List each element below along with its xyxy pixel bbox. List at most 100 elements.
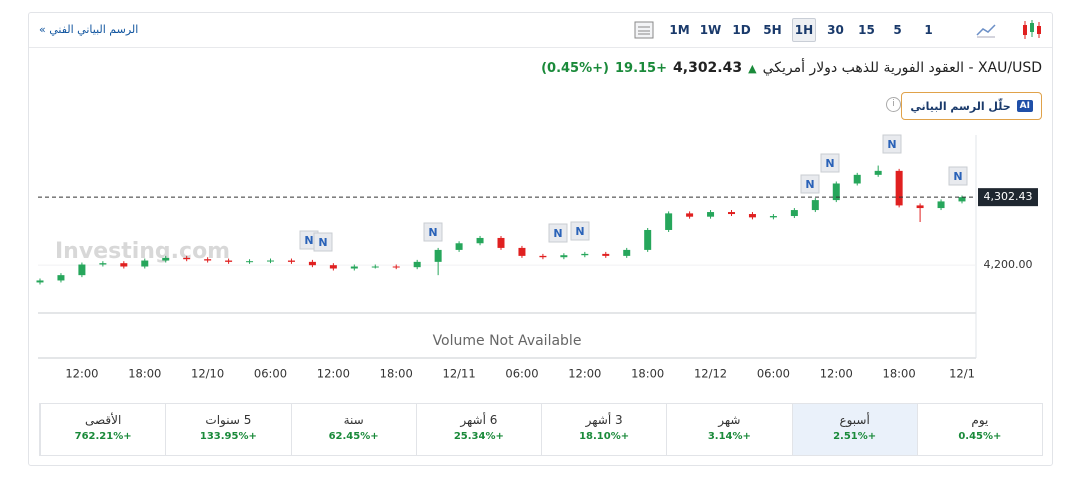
news-marker-box: [548, 223, 568, 243]
candle-body: [246, 261, 254, 263]
interval-button[interactable]: 1M: [669, 23, 690, 37]
news-marker-box: [820, 153, 840, 173]
candle-body: [748, 214, 756, 218]
candle-body: [518, 247, 526, 256]
news-marker: N: [825, 157, 834, 170]
candle-body: [602, 253, 610, 256]
interval-button[interactable]: 30: [827, 23, 844, 37]
performance-cell[interactable]: 5 سنوات +133.95%: [165, 404, 290, 455]
performance-cell[interactable]: 6 أشهر +25.34%: [415, 404, 541, 455]
performance-cell[interactable]: سنة +62.45%: [290, 404, 416, 455]
candle-body: [623, 249, 631, 256]
news-marker: N: [887, 138, 896, 151]
period-label: الأقصى: [84, 413, 122, 427]
candle-body: [162, 257, 170, 261]
candle-body: [267, 260, 274, 262]
interval-button[interactable]: 5: [893, 23, 902, 37]
candle-body: [78, 264, 86, 276]
x-tick-label: 18:00: [883, 367, 916, 381]
candle-body: [57, 275, 65, 281]
x-tick-label: 18:00: [128, 367, 161, 381]
ai-analyze-button[interactable]: AI حلّل الرسم البياني: [901, 92, 1042, 120]
performance-cell[interactable]: شهر +3.14%: [666, 404, 791, 455]
candle-body: [539, 255, 547, 258]
period-change: +0.45%: [958, 431, 1002, 442]
quote-header: XAU/USD - العقود الفورية للذهب دولار أمر…: [541, 60, 1042, 76]
news-marker-box: [570, 221, 590, 241]
candle-body: [497, 237, 505, 248]
period-label: سنة: [343, 413, 364, 427]
price-chart: Investing.com Volume Not Available 4,200.0…: [36, 134, 1038, 381]
candle-body: [811, 200, 819, 211]
news-marker: N: [575, 225, 584, 238]
period-change: +25.34%: [453, 431, 504, 442]
period-change: +2.51%: [833, 431, 877, 442]
candle-body: [707, 212, 715, 217]
news-marker-box: [423, 222, 443, 242]
performance-cell[interactable]: 3 أشهر +18.10%: [541, 404, 666, 455]
interval-button[interactable]: 1W: [699, 23, 722, 37]
up-arrow: ▲: [748, 62, 757, 75]
x-tick-label: 18:00: [631, 367, 664, 381]
y-tick-label: 4,200.00: [984, 258, 1033, 271]
candle-body: [644, 229, 652, 250]
period-label: 6 أشهر: [460, 413, 498, 427]
news-marker: N: [953, 170, 962, 183]
period-label: 3 أشهر: [585, 413, 623, 427]
candle-body: [392, 266, 400, 268]
candle-body: [141, 260, 149, 267]
x-tick-label: 12:00: [568, 367, 601, 381]
technical-chart-link[interactable]: الرسم البياني الفني »: [39, 23, 139, 36]
change-percent: (+0.45%): [541, 61, 609, 76]
performance-cell[interactable]: أسبوع +2.51%: [791, 404, 917, 455]
period-change: +3.14%: [707, 431, 751, 442]
x-tick-label: 06:00: [254, 367, 287, 381]
watermark: Investing.com: [55, 239, 230, 264]
candle-body: [36, 280, 44, 283]
candle-chart-icon[interactable]: [1020, 19, 1044, 41]
interval-button[interactable]: 5H: [763, 23, 782, 37]
candle-body: [790, 210, 798, 217]
candle-body: [329, 265, 337, 269]
interval-button[interactable]: 15: [858, 23, 875, 37]
candle-body: [434, 249, 442, 262]
last-price-tag: [978, 188, 1038, 207]
last-price-label: 4,302.43: [984, 190, 1033, 203]
candle-body: [183, 257, 191, 260]
news-marker: N: [428, 226, 437, 239]
candle-body: [686, 213, 694, 217]
candle-body: [308, 261, 316, 266]
candle-body: [560, 255, 568, 258]
period-label: أسبوع: [839, 413, 870, 427]
period-change: +62.45%: [328, 431, 379, 442]
candle-body: [287, 260, 295, 262]
candle-body: [728, 212, 735, 215]
x-tick-label: 12/1: [949, 367, 975, 381]
interval-button[interactable]: 1D: [732, 23, 751, 37]
period-change: +133.95%: [199, 431, 257, 442]
performance-cell[interactable]: يوم +0.45%: [916, 404, 1042, 455]
change: +19.15: [614, 61, 668, 76]
candle-body: [371, 266, 379, 268]
info-icon[interactable]: i: [886, 97, 901, 112]
candle-body: [769, 216, 777, 218]
performance-cell[interactable]: الأقصى +762.21%: [40, 404, 165, 455]
interval-button[interactable]: 1H: [792, 18, 816, 42]
news-marker-box: [882, 134, 902, 154]
instrument-title: XAU/USD - العقود الفورية للذهب دولار أمر…: [762, 60, 1042, 76]
table-icon[interactable]: [634, 21, 654, 39]
period-change: +18.10%: [579, 431, 630, 442]
candle-body: [350, 266, 358, 269]
volume-note: Volume Not Available: [433, 333, 582, 349]
candle-body: [225, 260, 233, 262]
x-tick-label: 12:00: [820, 367, 853, 381]
toolbar: الرسم البياني الفني » 1M 1W 1D 5H 1H 30 15 5 1: [29, 13, 1052, 48]
ai-label: حلّل الرسم البياني: [910, 99, 1011, 113]
period-change: +762.21%: [74, 431, 132, 442]
interval-button[interactable]: 1: [924, 23, 933, 37]
candle-body: [853, 174, 861, 184]
candle-body: [958, 197, 966, 202]
line-chart-icon[interactable]: [975, 21, 997, 39]
news-marker: N: [553, 227, 562, 240]
